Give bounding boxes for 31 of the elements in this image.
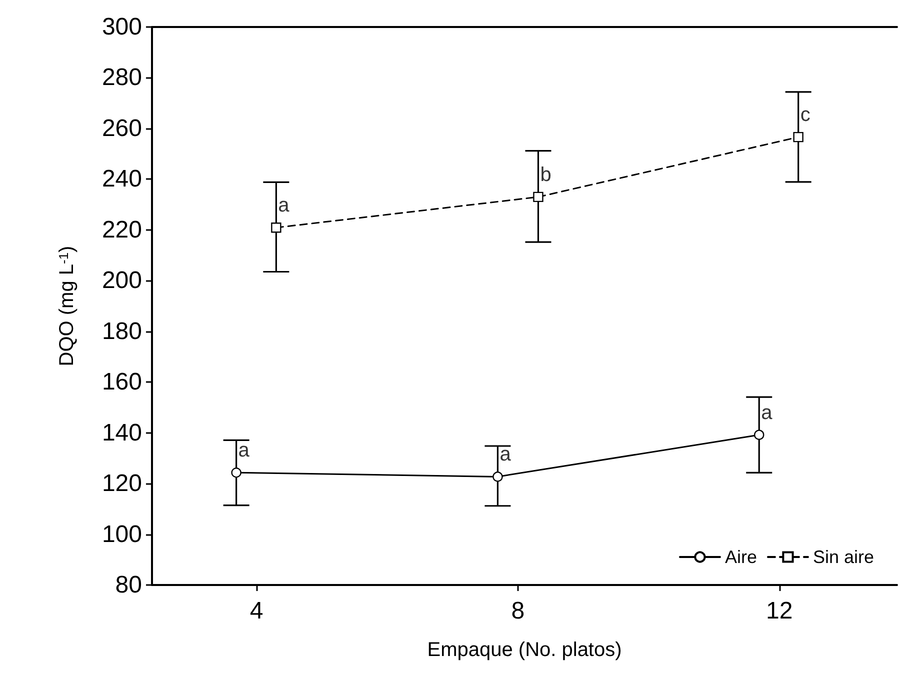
point (754, 430, 764, 440)
x-tick-label: 12 (766, 598, 793, 624)
y-tick-label: 140 (102, 419, 142, 446)
annotation: a (500, 444, 512, 466)
point (231, 468, 242, 478)
point (492, 472, 503, 482)
x-axis-title: Empaque (No. platos) (427, 639, 622, 661)
x-tick-label: 4 (250, 598, 264, 624)
annotation: c (800, 104, 810, 126)
y-tick-label: 240 (102, 166, 142, 193)
annotation: a (761, 402, 774, 424)
annotation: a (278, 194, 290, 217)
y-tick-label: 220 (102, 216, 142, 244)
y-tick-label: 100 (102, 520, 142, 548)
x-tick-label: 8 (511, 598, 525, 624)
y-tick-label: 200 (102, 267, 142, 294)
legend-label: Aire (724, 547, 757, 567)
annotation: b (540, 164, 552, 186)
point (271, 222, 282, 233)
y-tick-label: 160 (102, 368, 142, 396)
point (793, 132, 804, 142)
y-tick-label: 260 (102, 114, 142, 142)
legend-label: Sin aire (812, 547, 874, 567)
annotation: a (238, 440, 250, 462)
y-axis-title: DQO (mg L-1) (56, 246, 78, 366)
y-tick-label: 80 (115, 572, 142, 598)
y-tick-label: 180 (102, 318, 142, 345)
point (533, 192, 544, 202)
y-tick-label: 280 (102, 64, 142, 92)
y-tick-label: 300 (102, 14, 142, 40)
y-tick-label: 120 (102, 470, 142, 498)
